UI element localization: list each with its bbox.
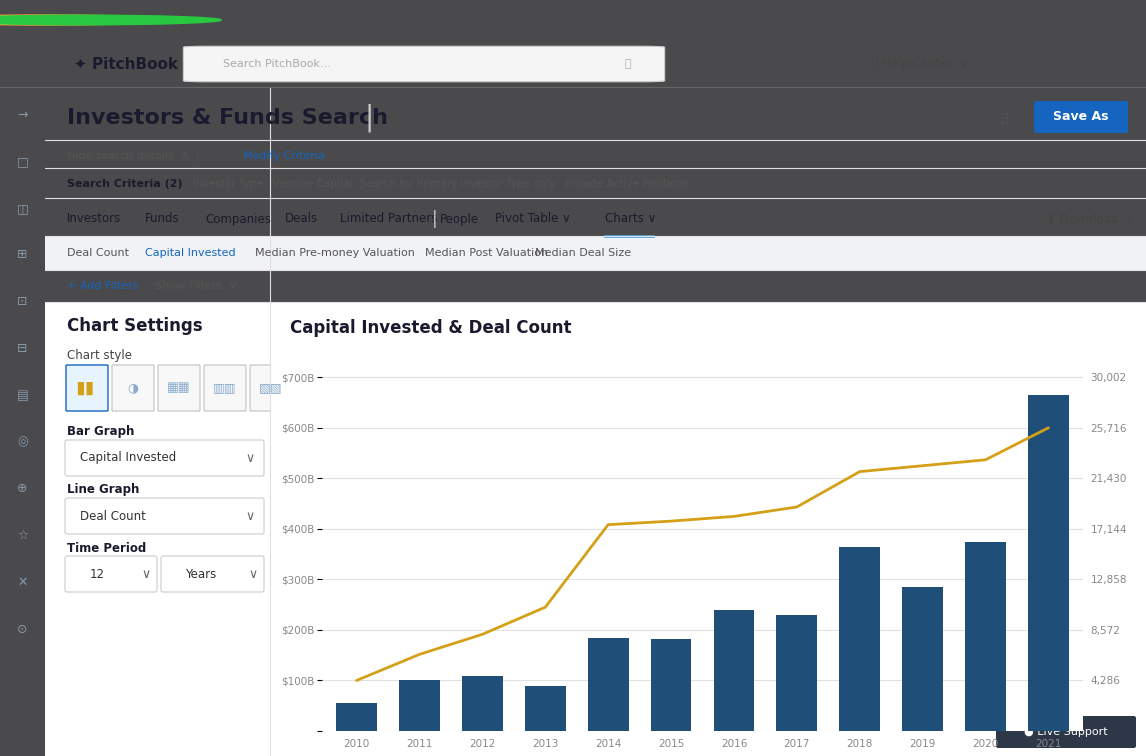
Text: Show Filters  ∨: Show Filters ∨	[155, 281, 237, 291]
FancyBboxPatch shape	[996, 716, 1136, 748]
Text: Charts ∨: Charts ∨	[605, 212, 657, 225]
Text: ∨: ∨	[141, 568, 150, 581]
Text: ⊟: ⊟	[17, 342, 28, 355]
Text: Time Period: Time Period	[66, 541, 147, 554]
Circle shape	[0, 15, 164, 25]
Circle shape	[0, 15, 221, 25]
Text: Pivot Table ∨: Pivot Table ∨	[495, 212, 571, 225]
Bar	[1028, 395, 1069, 731]
Text: 12: 12	[91, 568, 105, 581]
Text: ✦ PitchBook: ✦ PitchBook	[74, 57, 179, 72]
Text: Hide search details  ∧  |: Hide search details ∧ |	[66, 150, 199, 161]
Bar	[714, 610, 754, 731]
FancyBboxPatch shape	[65, 440, 264, 476]
Text: Years: Years	[185, 568, 217, 581]
FancyBboxPatch shape	[65, 556, 157, 592]
Text: Capital Invested: Capital Invested	[146, 248, 236, 258]
Text: Modify Criteria: Modify Criteria	[243, 151, 324, 161]
Bar	[839, 547, 880, 731]
Text: Deal Count: Deal Count	[80, 510, 146, 522]
Text: |: |	[432, 210, 438, 228]
Text: ▥▥: ▥▥	[213, 382, 237, 395]
FancyBboxPatch shape	[204, 365, 246, 411]
Bar	[651, 639, 691, 731]
Bar	[45, 302, 270, 756]
Text: Investors & Funds Search: Investors & Funds Search	[66, 108, 388, 128]
Text: ▧▧: ▧▧	[259, 382, 283, 395]
FancyBboxPatch shape	[1034, 101, 1128, 133]
Text: ◎: ◎	[17, 435, 28, 448]
FancyBboxPatch shape	[66, 365, 108, 411]
Bar	[462, 677, 503, 731]
FancyBboxPatch shape	[65, 498, 264, 534]
Bar	[902, 587, 943, 731]
Text: ▤: ▤	[17, 389, 29, 401]
Text: ∨: ∨	[245, 510, 254, 522]
Bar	[399, 680, 440, 731]
Text: ▋▋: ▋▋	[78, 381, 96, 395]
Text: + Add Filters: + Add Filters	[66, 281, 139, 291]
Text: Deal Count: Deal Count	[66, 248, 129, 258]
Text: ∨: ∨	[248, 568, 257, 581]
Bar	[270, 302, 1146, 756]
Text: Chart Settings: Chart Settings	[66, 317, 203, 335]
Text: ❓ Help Center  ∨: ❓ Help Center ∨	[871, 57, 968, 70]
Text: □: □	[17, 155, 29, 168]
Text: Investor Type:  Venture Capital, Search for Primary Investor Type only   Include: Investor Type: Venture Capital, Search f…	[193, 179, 689, 189]
Text: ⊡: ⊡	[17, 296, 28, 308]
Text: Limited Partners: Limited Partners	[340, 212, 438, 225]
Text: Median Deal Size: Median Deal Size	[535, 248, 631, 258]
Text: Save As: Save As	[1053, 110, 1108, 123]
Bar	[776, 615, 817, 731]
Text: Search PitchBook...: Search PitchBook...	[223, 59, 331, 69]
Text: |: |	[364, 104, 375, 132]
Text: Median Pre-money Valuation: Median Pre-money Valuation	[256, 248, 415, 258]
Text: Investors: Investors	[66, 212, 121, 225]
FancyBboxPatch shape	[158, 365, 201, 411]
Bar	[525, 686, 566, 731]
Text: ● Live Support: ● Live Support	[1025, 727, 1108, 737]
FancyBboxPatch shape	[160, 556, 264, 592]
Text: People: People	[440, 212, 479, 225]
Text: ✕: ✕	[17, 576, 28, 589]
Text: Line Graph: Line Graph	[66, 484, 140, 497]
Text: ⊕: ⊕	[17, 482, 28, 495]
Circle shape	[0, 15, 193, 25]
Text: ☆: ☆	[17, 529, 29, 542]
Text: 🔍: 🔍	[625, 59, 631, 69]
Text: ◫: ◫	[17, 202, 29, 215]
Bar	[588, 637, 629, 731]
FancyBboxPatch shape	[250, 365, 292, 411]
Text: Funds: Funds	[146, 212, 180, 225]
FancyBboxPatch shape	[112, 365, 154, 411]
Bar	[45, 236, 1146, 270]
Text: Deals: Deals	[285, 212, 319, 225]
Bar	[336, 703, 377, 731]
FancyBboxPatch shape	[183, 46, 665, 82]
Text: →: →	[17, 108, 28, 121]
Text: Chart style: Chart style	[66, 349, 132, 362]
Text: ▦▦: ▦▦	[167, 382, 190, 395]
Text: Capital Invested & Deal Count: Capital Invested & Deal Count	[290, 319, 572, 337]
Text: Median Post Valuation: Median Post Valuation	[425, 248, 548, 258]
Text: ◑: ◑	[127, 382, 139, 395]
Text: ∨: ∨	[245, 451, 254, 464]
Text: Capital Invested: Capital Invested	[80, 451, 176, 464]
Text: Search Criteria (2): Search Criteria (2)	[66, 179, 182, 189]
Text: Companies: Companies	[205, 212, 270, 225]
Text: 🔔  ···: 🔔 ···	[1000, 111, 1028, 125]
Bar	[965, 541, 1006, 731]
Text: ⬇ Download  ∨: ⬇ Download ∨	[1046, 212, 1135, 225]
Text: Bar Graph: Bar Graph	[66, 426, 134, 438]
Text: ⊙: ⊙	[17, 623, 28, 636]
Text: ⊞: ⊞	[17, 249, 28, 262]
